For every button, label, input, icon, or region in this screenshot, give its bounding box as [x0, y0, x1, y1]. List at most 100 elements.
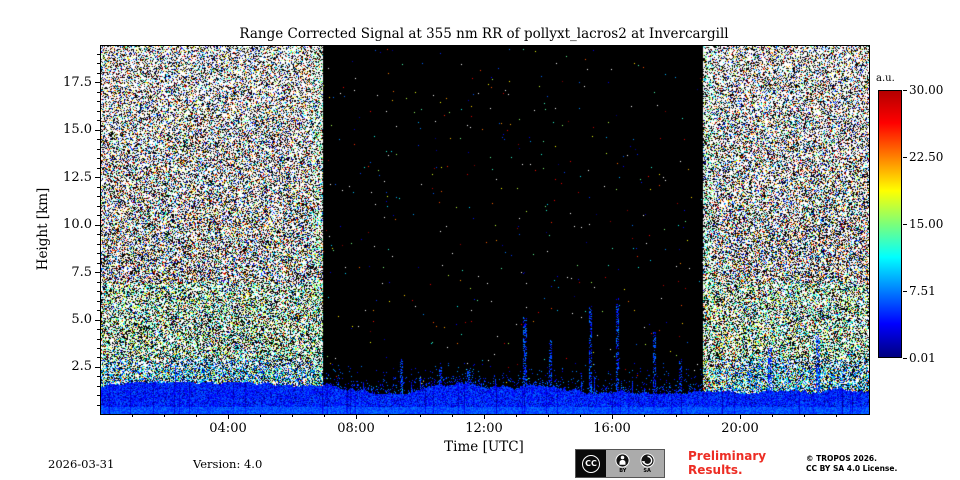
plot-area: [100, 45, 870, 415]
y-minor-tick: [97, 291, 100, 293]
x-tick-label: 04:00: [209, 421, 247, 436]
y-minor-tick: [97, 110, 100, 112]
colorbar-tick-label: 22.50: [909, 150, 944, 164]
cc-license-badge: CC BY SA: [575, 449, 665, 478]
x-minor-tick: [291, 414, 293, 417]
x-tick: [611, 414, 613, 419]
y-minor-tick: [97, 404, 100, 406]
x-minor-tick: [163, 414, 165, 417]
y-tick-label: 5.0: [71, 312, 92, 328]
cc-logo-icon: CC: [576, 450, 606, 477]
y-tick: [95, 224, 100, 226]
colorbar-tick: [903, 290, 907, 292]
y-tick: [95, 366, 100, 368]
colorbar-tick: [903, 89, 907, 91]
preliminary-note: Preliminary Results.: [688, 449, 766, 477]
preliminary-line1: Preliminary: [688, 449, 767, 463]
x-minor-tick: [419, 414, 421, 417]
x-minor-tick: [675, 414, 677, 417]
copyright-line2: CC BY SA 4.0 License.: [806, 464, 898, 473]
y-minor-tick: [97, 395, 100, 397]
y-minor-tick: [97, 186, 100, 188]
cc-by-icon: BY: [615, 453, 630, 474]
y-minor-tick: [97, 357, 100, 359]
y-minor-tick: [97, 234, 100, 236]
y-tick: [95, 177, 100, 179]
y-tick-label: 10.0: [63, 217, 92, 233]
y-minor-tick: [97, 63, 100, 65]
y-minor-tick: [97, 72, 100, 74]
cc-sa-icon: SA: [640, 453, 655, 474]
footer-version: Version: 4.0: [193, 457, 263, 471]
x-axis-label: Time [UTC]: [444, 439, 524, 455]
copyright-line1: © TROPOS 2026.: [806, 454, 877, 463]
x-tick: [227, 414, 229, 419]
y-minor-tick: [97, 243, 100, 245]
y-minor-tick: [97, 281, 100, 283]
y-minor-tick: [97, 385, 100, 387]
y-minor-tick: [97, 310, 100, 312]
colorbar-tick-label: 0.01: [909, 351, 936, 365]
x-tick-label: 12:00: [465, 421, 503, 436]
y-minor-tick: [97, 148, 100, 150]
x-minor-tick: [131, 414, 133, 417]
chart-title: Range Corrected Signal at 355 nm RR of p…: [239, 26, 729, 42]
y-minor-tick: [97, 376, 100, 378]
x-minor-tick: [771, 414, 773, 417]
x-tick-label: 20:00: [721, 421, 759, 436]
x-minor-tick: [387, 414, 389, 417]
y-minor-tick: [97, 167, 100, 169]
cc-by-caption: BY: [619, 468, 627, 474]
y-minor-tick: [97, 139, 100, 141]
x-minor-tick: [515, 414, 517, 417]
x-tick: [739, 414, 741, 419]
x-minor-tick: [323, 414, 325, 417]
x-tick: [355, 414, 357, 419]
cc-circle-icon: CC: [582, 454, 600, 473]
y-minor-tick: [97, 91, 100, 93]
y-minor-tick: [97, 253, 100, 255]
colorbar-tick: [903, 156, 907, 158]
y-minor-tick: [97, 262, 100, 264]
colorbar-tick: [903, 223, 907, 225]
y-tick: [95, 319, 100, 321]
y-minor-tick: [97, 196, 100, 198]
heatmap-canvas: [101, 46, 869, 414]
colorbar-tick: [903, 357, 907, 359]
y-minor-tick: [97, 348, 100, 349]
y-minor-tick: [97, 53, 100, 55]
colorbar-tick-label: 15.00: [909, 217, 944, 231]
x-minor-tick: [803, 414, 805, 417]
x-tick: [483, 414, 485, 419]
x-minor-tick: [707, 414, 709, 417]
y-minor-tick: [97, 329, 100, 331]
x-tick-label: 16:00: [593, 421, 631, 436]
y-minor-tick: [97, 101, 100, 103]
y-tick-label: 12.5: [63, 169, 92, 185]
y-minor-tick: [97, 158, 100, 160]
y-minor-tick: [97, 300, 100, 302]
x-tick-label: 08:00: [337, 421, 375, 436]
y-tick: [95, 82, 100, 84]
colorbar-tick-label: 30.00: [909, 83, 944, 97]
y-tick-label: 2.5: [71, 359, 92, 375]
colorbar-unit-label: a.u.: [876, 73, 895, 84]
y-minor-tick: [97, 120, 100, 122]
y-tick-label: 7.5: [71, 264, 92, 280]
x-minor-tick: [547, 414, 549, 417]
y-tick-label: 15.0: [63, 122, 92, 138]
y-minor-tick: [97, 205, 100, 207]
y-axis-label: Height [km]: [35, 187, 51, 271]
y-tick: [95, 129, 100, 131]
colorbar-tick-label: 7.51: [909, 284, 936, 298]
x-minor-tick: [835, 414, 837, 417]
x-minor-tick: [195, 414, 197, 417]
footer-date: 2026-03-31: [48, 457, 115, 471]
x-minor-tick: [451, 414, 453, 417]
x-minor-tick: [643, 414, 645, 417]
x-minor-tick: [579, 414, 581, 417]
y-minor-tick: [97, 338, 100, 340]
x-minor-tick: [259, 414, 261, 417]
copyright-note: © TROPOS 2026. CC BY SA 4.0 License.: [806, 454, 897, 474]
